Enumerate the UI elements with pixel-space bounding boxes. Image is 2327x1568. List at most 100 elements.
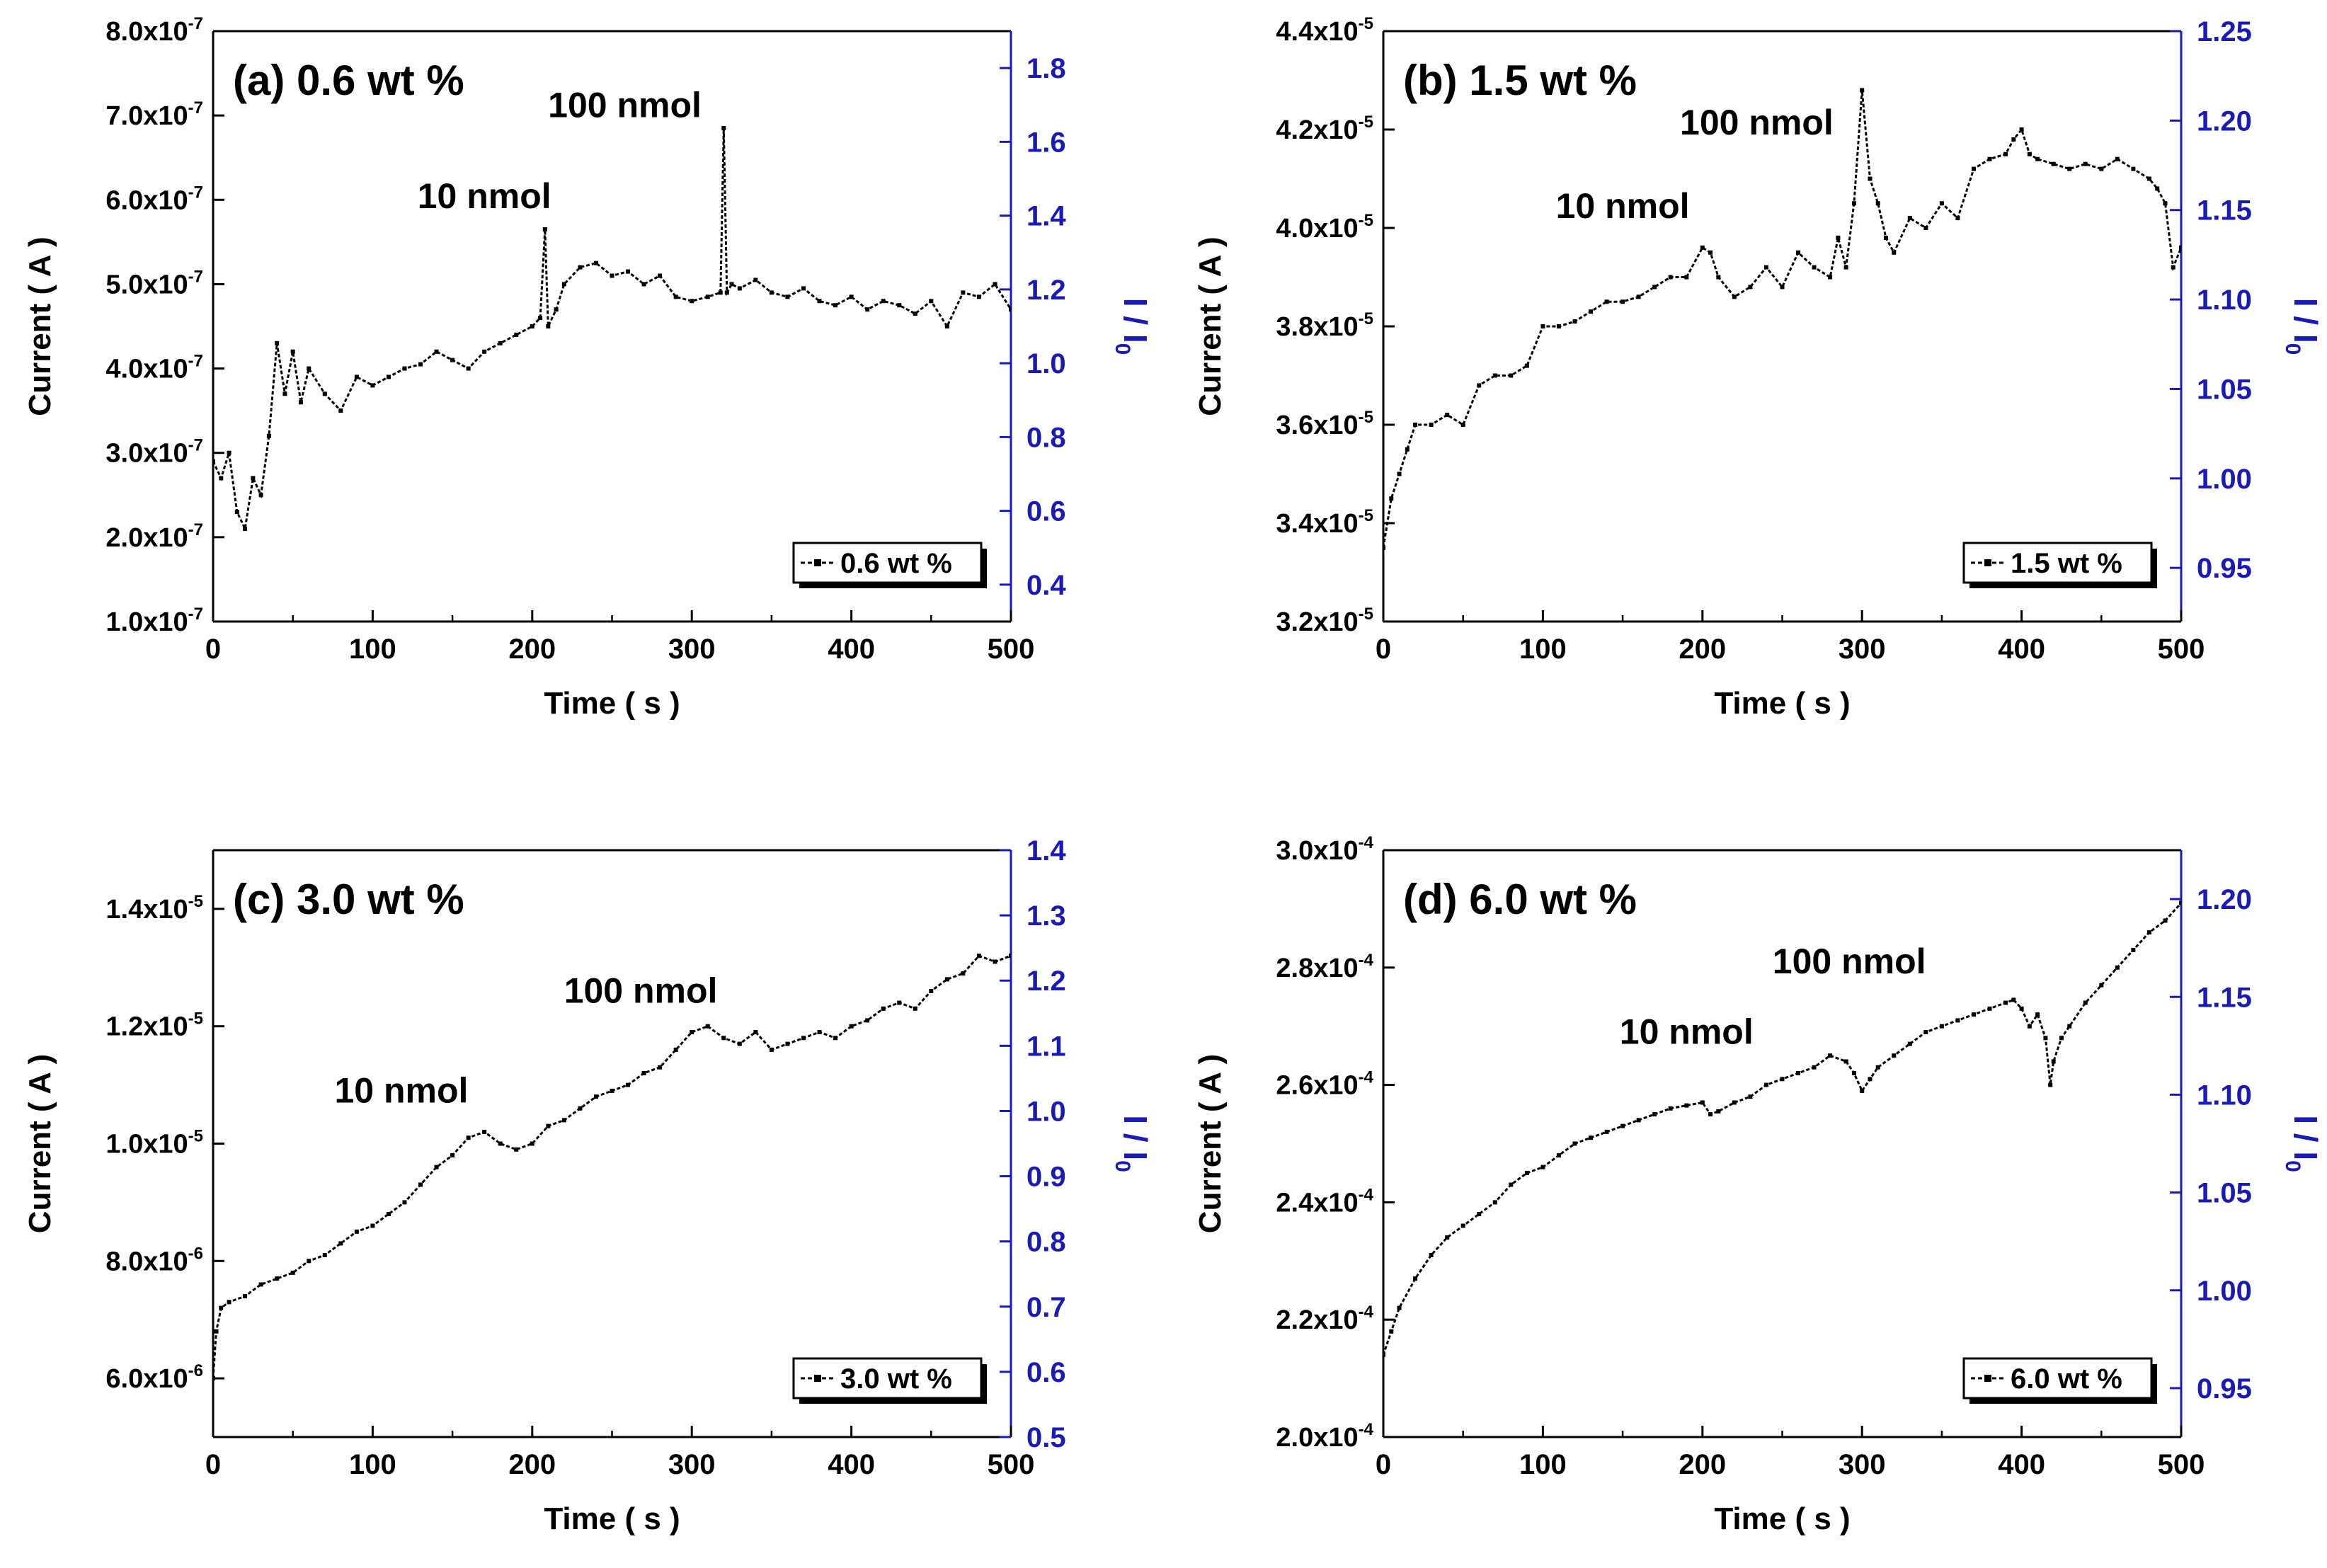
data-point [2115, 156, 2120, 161]
data-point [251, 476, 256, 481]
data-point [498, 341, 503, 345]
y2-axis-label: I / I0 [2281, 1115, 2324, 1172]
data-point [1892, 1053, 1897, 1058]
legend-label: 0.6 wt % [840, 548, 952, 579]
data-point [450, 357, 455, 362]
data-point [1556, 1153, 1561, 1158]
data-point [322, 391, 327, 396]
x-tick-label: 0 [205, 1449, 221, 1480]
data-point [2083, 161, 2088, 166]
y2-tick-label: 0.4 [1027, 570, 1066, 601]
y2-tick-label: 1.4 [1027, 201, 1066, 232]
data-point [243, 526, 248, 531]
data-point [1445, 1235, 1450, 1240]
data-point [1892, 250, 1897, 255]
data-point [2043, 1036, 2048, 1041]
data-point [1389, 1329, 1394, 1334]
data-point [1828, 275, 1833, 280]
data-point [1429, 423, 1434, 427]
panel-title: (b) 1.5 wt % [1403, 57, 1637, 104]
data-point [482, 1129, 487, 1134]
data-point [1492, 373, 1497, 378]
data-point [1572, 319, 1577, 324]
series-line [1383, 90, 2181, 548]
x-axis-label: Time ( s ) [544, 686, 680, 721]
annotation-label: 10 nmol [334, 1070, 468, 1110]
y2-tick-label: 1.3 [1027, 900, 1066, 932]
data-point [2051, 1059, 2056, 1064]
data-point [227, 1300, 231, 1305]
data-point [737, 1041, 742, 1046]
data-point [1540, 324, 1545, 328]
y-tick-label: 2.2x10-4 [1276, 1303, 1373, 1335]
data-point [1955, 1018, 1960, 1023]
y2-tick-label: 0.9 [1027, 1162, 1066, 1193]
data-point [546, 324, 551, 328]
y2-tick-label: 1.10 [2197, 1080, 2252, 1111]
data-point [1509, 373, 1514, 378]
data-point [817, 1029, 822, 1034]
y2-tick-label: 1.2 [1027, 966, 1066, 997]
y-tick-label: 1.4x10-5 [105, 892, 203, 925]
data-point [1851, 1071, 1856, 1076]
data-point [1939, 201, 1944, 206]
data-point [658, 1065, 663, 1070]
data-point [2146, 176, 2151, 181]
data-point [354, 374, 359, 379]
data-point [1780, 285, 1785, 290]
annotation-label: 100 nmol [1773, 942, 1926, 981]
chart-panel-1: 0 100 200 300 400 500 1.0x10-7 2.0x10-7 3.0x10-7… [23, 14, 1154, 721]
data-point [785, 294, 790, 299]
data-point [450, 1153, 455, 1158]
data-point [1971, 1012, 1976, 1017]
y2-tick-label: 1.2 [1027, 275, 1066, 306]
data-point [944, 977, 949, 982]
data-point [1875, 201, 1880, 206]
data-point [1732, 294, 1737, 299]
x-axis-label: Time ( s ) [1714, 686, 1850, 721]
data-point [1987, 156, 1992, 161]
y-axis-label: Current ( A ) [23, 1054, 57, 1233]
annotation-label: 10 nmol [1556, 186, 1690, 226]
y-tick-label: 8.0x10-6 [105, 1244, 203, 1276]
y2-tick-label: 1.6 [1027, 127, 1066, 158]
data-point [290, 1270, 295, 1275]
data-point [718, 290, 723, 295]
y2-tick-label: 1.15 [2197, 982, 2252, 1013]
y-tick-label: 3.0x10-4 [1276, 833, 1373, 866]
data-point [944, 324, 949, 328]
data-point [1796, 1071, 1801, 1076]
x-axis-label: Time ( s ) [544, 1501, 680, 1536]
data-point [801, 286, 806, 291]
data-point [2051, 161, 2056, 166]
data-point [1589, 1135, 1594, 1140]
data-point [561, 282, 566, 287]
data-point [370, 1223, 375, 1228]
data-point [2027, 1024, 2032, 1029]
x-tick-label: 300 [668, 1449, 716, 1480]
data-point [1684, 275, 1689, 280]
data-point [2011, 997, 2016, 1002]
data-point [418, 362, 423, 367]
data-point [338, 408, 343, 413]
data-point [1445, 413, 1450, 418]
legend-marker [814, 1375, 821, 1382]
chart-panel-3: 0 100 200 300 400 500 6.0x10-6 8.0x10-6 1.0x10-5… [23, 835, 1154, 1536]
data-point [514, 1147, 519, 1152]
data-point [2146, 930, 2151, 935]
data-point [290, 349, 295, 354]
y2-tick-label: 0.95 [2197, 553, 2252, 584]
data-point [2131, 947, 2136, 952]
y-axis-label: Current ( A ) [1193, 1054, 1228, 1233]
data-point [275, 341, 280, 345]
y-tick-label: 3.6x10-5 [1276, 408, 1373, 440]
y-tick-label: 4.0x10-7 [105, 352, 203, 384]
data-point [1843, 1059, 1848, 1064]
data-point [402, 366, 407, 371]
data-point [1708, 250, 1713, 255]
y2-axis-label: I / I0 [2281, 298, 2324, 355]
annotation-label: 100 nmol [548, 86, 702, 125]
data-point [610, 1088, 614, 1093]
data-point [322, 1253, 327, 1258]
